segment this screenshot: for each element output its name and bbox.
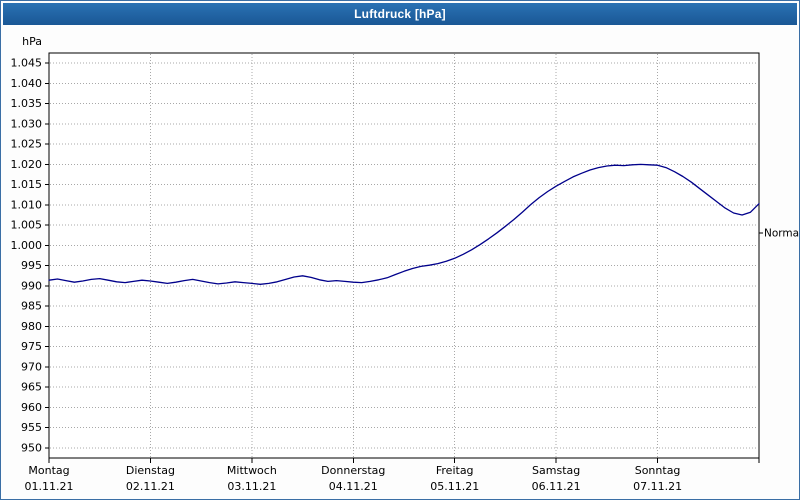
x-day-label: Freitag	[436, 464, 474, 477]
y-tick-label: 960	[21, 401, 42, 414]
x-day-label: Dienstag	[126, 464, 175, 477]
y-tick-label: 950	[21, 441, 42, 454]
x-date-label: 07.11.21	[633, 480, 682, 493]
pressure-line	[48, 163, 760, 285]
y-tick-label: 1.000	[11, 239, 43, 252]
page-title: Luftdruck [hPa]	[354, 7, 446, 21]
y-tick-label: 1.020	[11, 158, 43, 171]
x-day-label: Mittwoch	[227, 464, 277, 477]
x-day-label: Donnerstag	[321, 464, 385, 477]
y-tick-label: 1.015	[11, 178, 43, 191]
y-tick-label: 995	[21, 259, 42, 272]
x-date-label: 06.11.21	[532, 480, 581, 493]
y-tick-label: 1.025	[11, 138, 43, 151]
y-tick-label: 980	[21, 320, 42, 333]
x-date-label: 01.11.21	[25, 480, 74, 493]
y-tick-label: 1.035	[11, 97, 43, 110]
y-tick-label: 1.030	[11, 117, 43, 130]
pressure-chart: 1.045 1.040 1.035 1.030 1.025 1.020 1.015 1.010…	[11, 35, 800, 493]
x-date-label: 03.11.21	[227, 480, 276, 493]
y-tick-label: 955	[21, 421, 42, 434]
chart-title-bar: Luftdruck [hPa]	[3, 3, 797, 25]
y-tick-label: 990	[21, 279, 42, 292]
y-tick-label: 970	[21, 360, 42, 373]
x-date-label: 05.11.21	[430, 480, 479, 493]
normal-marker-label: Normal	[764, 228, 800, 240]
x-date-label: 04.11.21	[329, 480, 378, 493]
y-tick-label: 1.040	[11, 77, 43, 90]
y-tick-label: 1.045	[11, 57, 43, 70]
plot-area	[48, 52, 760, 459]
y-tick-label: 1.005	[11, 219, 43, 232]
y-tick-label: 1.010	[11, 198, 43, 211]
x-date-label: 02.11.21	[126, 480, 175, 493]
y-tick-label: 985	[21, 300, 42, 313]
x-day-label: Samstag	[532, 464, 580, 477]
x-day-label: Sonntag	[635, 464, 681, 477]
y-tick-label: 975	[21, 340, 42, 353]
x-day-label: Montag	[28, 464, 69, 477]
y-tick-label: 965	[21, 381, 42, 394]
y-axis-unit-label: hPa	[22, 35, 42, 48]
